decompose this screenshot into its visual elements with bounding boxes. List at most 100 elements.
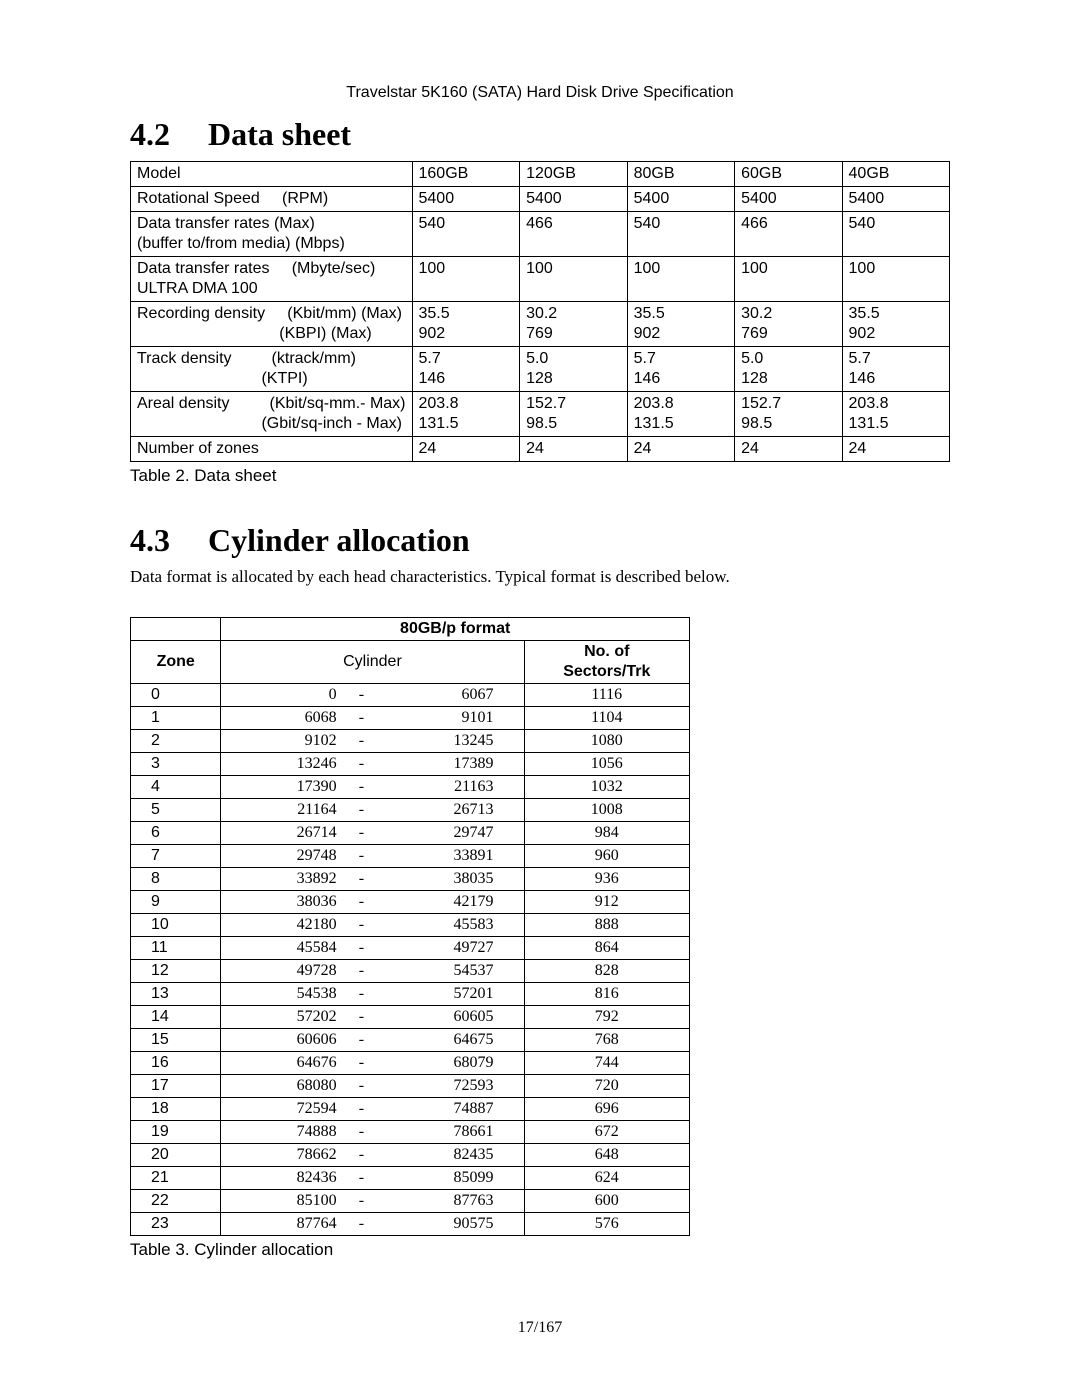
data-sheet-value: 540 bbox=[412, 212, 520, 257]
cylinder-dash: - bbox=[345, 776, 379, 799]
cylinder-start: 38036 bbox=[221, 891, 345, 914]
cylinder-end: 21163 bbox=[378, 776, 524, 799]
cylinder-start: 13246 bbox=[221, 753, 345, 776]
page-number: 17/167 bbox=[0, 1319, 1080, 1337]
section-4-3-number: 4.3 bbox=[130, 522, 200, 559]
cylinder-zone: 6 bbox=[131, 822, 221, 845]
data-sheet-value: 24 bbox=[627, 437, 734, 462]
cylinder-dash: - bbox=[345, 1190, 379, 1213]
data-sheet-value: 203.8131.5 bbox=[842, 392, 949, 437]
cylinder-start: 68080 bbox=[221, 1075, 345, 1098]
data-sheet-value: 30.2769 bbox=[735, 302, 842, 347]
data-sheet-value: 100 bbox=[842, 257, 949, 302]
cylinder-zone: 12 bbox=[131, 960, 221, 983]
cylinder-zone: 3 bbox=[131, 753, 221, 776]
cylinder-end: 26713 bbox=[378, 799, 524, 822]
cylinder-sectors: 768 bbox=[524, 1029, 689, 1052]
cylinder-end: 72593 bbox=[378, 1075, 524, 1098]
cylinder-sectors: 828 bbox=[524, 960, 689, 983]
cylinder-allocation-table: 80GB/p format Zone Cylinder No. ofSector… bbox=[130, 617, 690, 1236]
cylinder-row: 521164-267131008 bbox=[131, 799, 690, 822]
cylinder-start: 26714 bbox=[221, 822, 345, 845]
data-sheet-value: 120GB bbox=[520, 162, 628, 187]
cylinder-sectors: 648 bbox=[524, 1144, 689, 1167]
cylinder-zone: 22 bbox=[131, 1190, 221, 1213]
cylinder-start: 29748 bbox=[221, 845, 345, 868]
data-sheet-row: Recording density (Kbit/mm) (Max) (KBPI)… bbox=[131, 302, 950, 347]
cylinder-sectors: 1032 bbox=[524, 776, 689, 799]
cylinder-row: 2078662-82435648 bbox=[131, 1144, 690, 1167]
data-sheet-value: 152.798.5 bbox=[735, 392, 842, 437]
cylinder-end: 68079 bbox=[378, 1052, 524, 1075]
data-sheet-label: Track density (ktrack/mm) (KTPI) bbox=[131, 347, 413, 392]
cylinder-start: 78662 bbox=[221, 1144, 345, 1167]
data-sheet-value: 60GB bbox=[735, 162, 842, 187]
cylinder-end: 42179 bbox=[378, 891, 524, 914]
cylinder-zone: 14 bbox=[131, 1006, 221, 1029]
data-sheet-row: Data transfer rates (Max)(buffer to/from… bbox=[131, 212, 950, 257]
cylinder-zone: 5 bbox=[131, 799, 221, 822]
cylinder-sectors: 744 bbox=[524, 1052, 689, 1075]
cylinder-row: 417390-211631032 bbox=[131, 776, 690, 799]
cylinder-sectors: 720 bbox=[524, 1075, 689, 1098]
cylinder-end: 54537 bbox=[378, 960, 524, 983]
data-sheet-label: Recording density (Kbit/mm) (Max) (KBPI)… bbox=[131, 302, 413, 347]
data-sheet-label: Data transfer rates (Mbyte/sec)ULTRA DMA… bbox=[131, 257, 413, 302]
data-sheet-value: 24 bbox=[520, 437, 628, 462]
data-sheet-value: 5.7146 bbox=[627, 347, 734, 392]
cylinder-sectors: 984 bbox=[524, 822, 689, 845]
cylinder-sectors: 1080 bbox=[524, 730, 689, 753]
cylinder-zone: 0 bbox=[131, 684, 221, 707]
data-sheet-value: 5400 bbox=[627, 187, 734, 212]
cylinder-start: 45584 bbox=[221, 937, 345, 960]
table-3-caption: Table 3. Cylinder allocation bbox=[130, 1240, 950, 1260]
data-sheet-label: Number of zones bbox=[131, 437, 413, 462]
cylinder-start: 57202 bbox=[221, 1006, 345, 1029]
cylinder-dash: - bbox=[345, 1075, 379, 1098]
cylinder-dash: - bbox=[345, 822, 379, 845]
cylinder-zone: 18 bbox=[131, 1098, 221, 1121]
cylinder-dash: - bbox=[345, 1167, 379, 1190]
cylinder-end: 57201 bbox=[378, 983, 524, 1006]
cylinder-zone: 15 bbox=[131, 1029, 221, 1052]
cylinder-end: 85099 bbox=[378, 1167, 524, 1190]
cylinder-end: 38035 bbox=[378, 868, 524, 891]
cylinder-sectors: 1056 bbox=[524, 753, 689, 776]
running-header: Travelstar 5K160 (SATA) Hard Disk Drive … bbox=[0, 84, 1080, 102]
cylinder-sectors: 888 bbox=[524, 914, 689, 937]
cylinder-sectors: 600 bbox=[524, 1190, 689, 1213]
section-4-2-title: Data sheet bbox=[208, 116, 351, 152]
data-sheet-value: 160GB bbox=[412, 162, 520, 187]
cylinder-zone: 1 bbox=[131, 707, 221, 730]
data-sheet-value: 24 bbox=[842, 437, 949, 462]
cylinder-header-blank bbox=[131, 618, 221, 641]
cylinder-row: 1560606-64675768 bbox=[131, 1029, 690, 1052]
cylinder-sectors: 1008 bbox=[524, 799, 689, 822]
cylinder-row: 1768080-72593720 bbox=[131, 1075, 690, 1098]
cylinder-super-header: 80GB/p format bbox=[221, 618, 690, 641]
cylinder-end: 45583 bbox=[378, 914, 524, 937]
cylinder-sectors: 864 bbox=[524, 937, 689, 960]
cylinder-row: 1457202-60605792 bbox=[131, 1006, 690, 1029]
data-sheet-label: Data transfer rates (Max)(buffer to/from… bbox=[131, 212, 413, 257]
cylinder-start: 17390 bbox=[221, 776, 345, 799]
cylinder-dash: - bbox=[345, 845, 379, 868]
cylinder-row: 2387764-90575576 bbox=[131, 1213, 690, 1236]
cylinder-dash: - bbox=[345, 868, 379, 891]
cylinder-table-wrap: 80GB/p format Zone Cylinder No. ofSector… bbox=[130, 617, 690, 1236]
cylinder-dash: - bbox=[345, 1121, 379, 1144]
page: Travelstar 5K160 (SATA) Hard Disk Drive … bbox=[0, 0, 1080, 1397]
data-sheet-table: Model160GB120GB80GB60GB40GBRotational Sp… bbox=[130, 161, 950, 462]
cylinder-dash: - bbox=[345, 1029, 379, 1052]
data-sheet-value: 540 bbox=[842, 212, 949, 257]
cylinder-dash: - bbox=[345, 1098, 379, 1121]
cylinder-dash: - bbox=[345, 914, 379, 937]
cylinder-start: 33892 bbox=[221, 868, 345, 891]
cylinder-dash: - bbox=[345, 707, 379, 730]
data-sheet-value: 80GB bbox=[627, 162, 734, 187]
data-sheet-value: 35.5902 bbox=[627, 302, 734, 347]
section-4-3-heading: 4.3 Cylinder allocation bbox=[130, 522, 950, 559]
cylinder-start: 72594 bbox=[221, 1098, 345, 1121]
cylinder-start: 64676 bbox=[221, 1052, 345, 1075]
section-4-3-title: Cylinder allocation bbox=[208, 522, 470, 558]
